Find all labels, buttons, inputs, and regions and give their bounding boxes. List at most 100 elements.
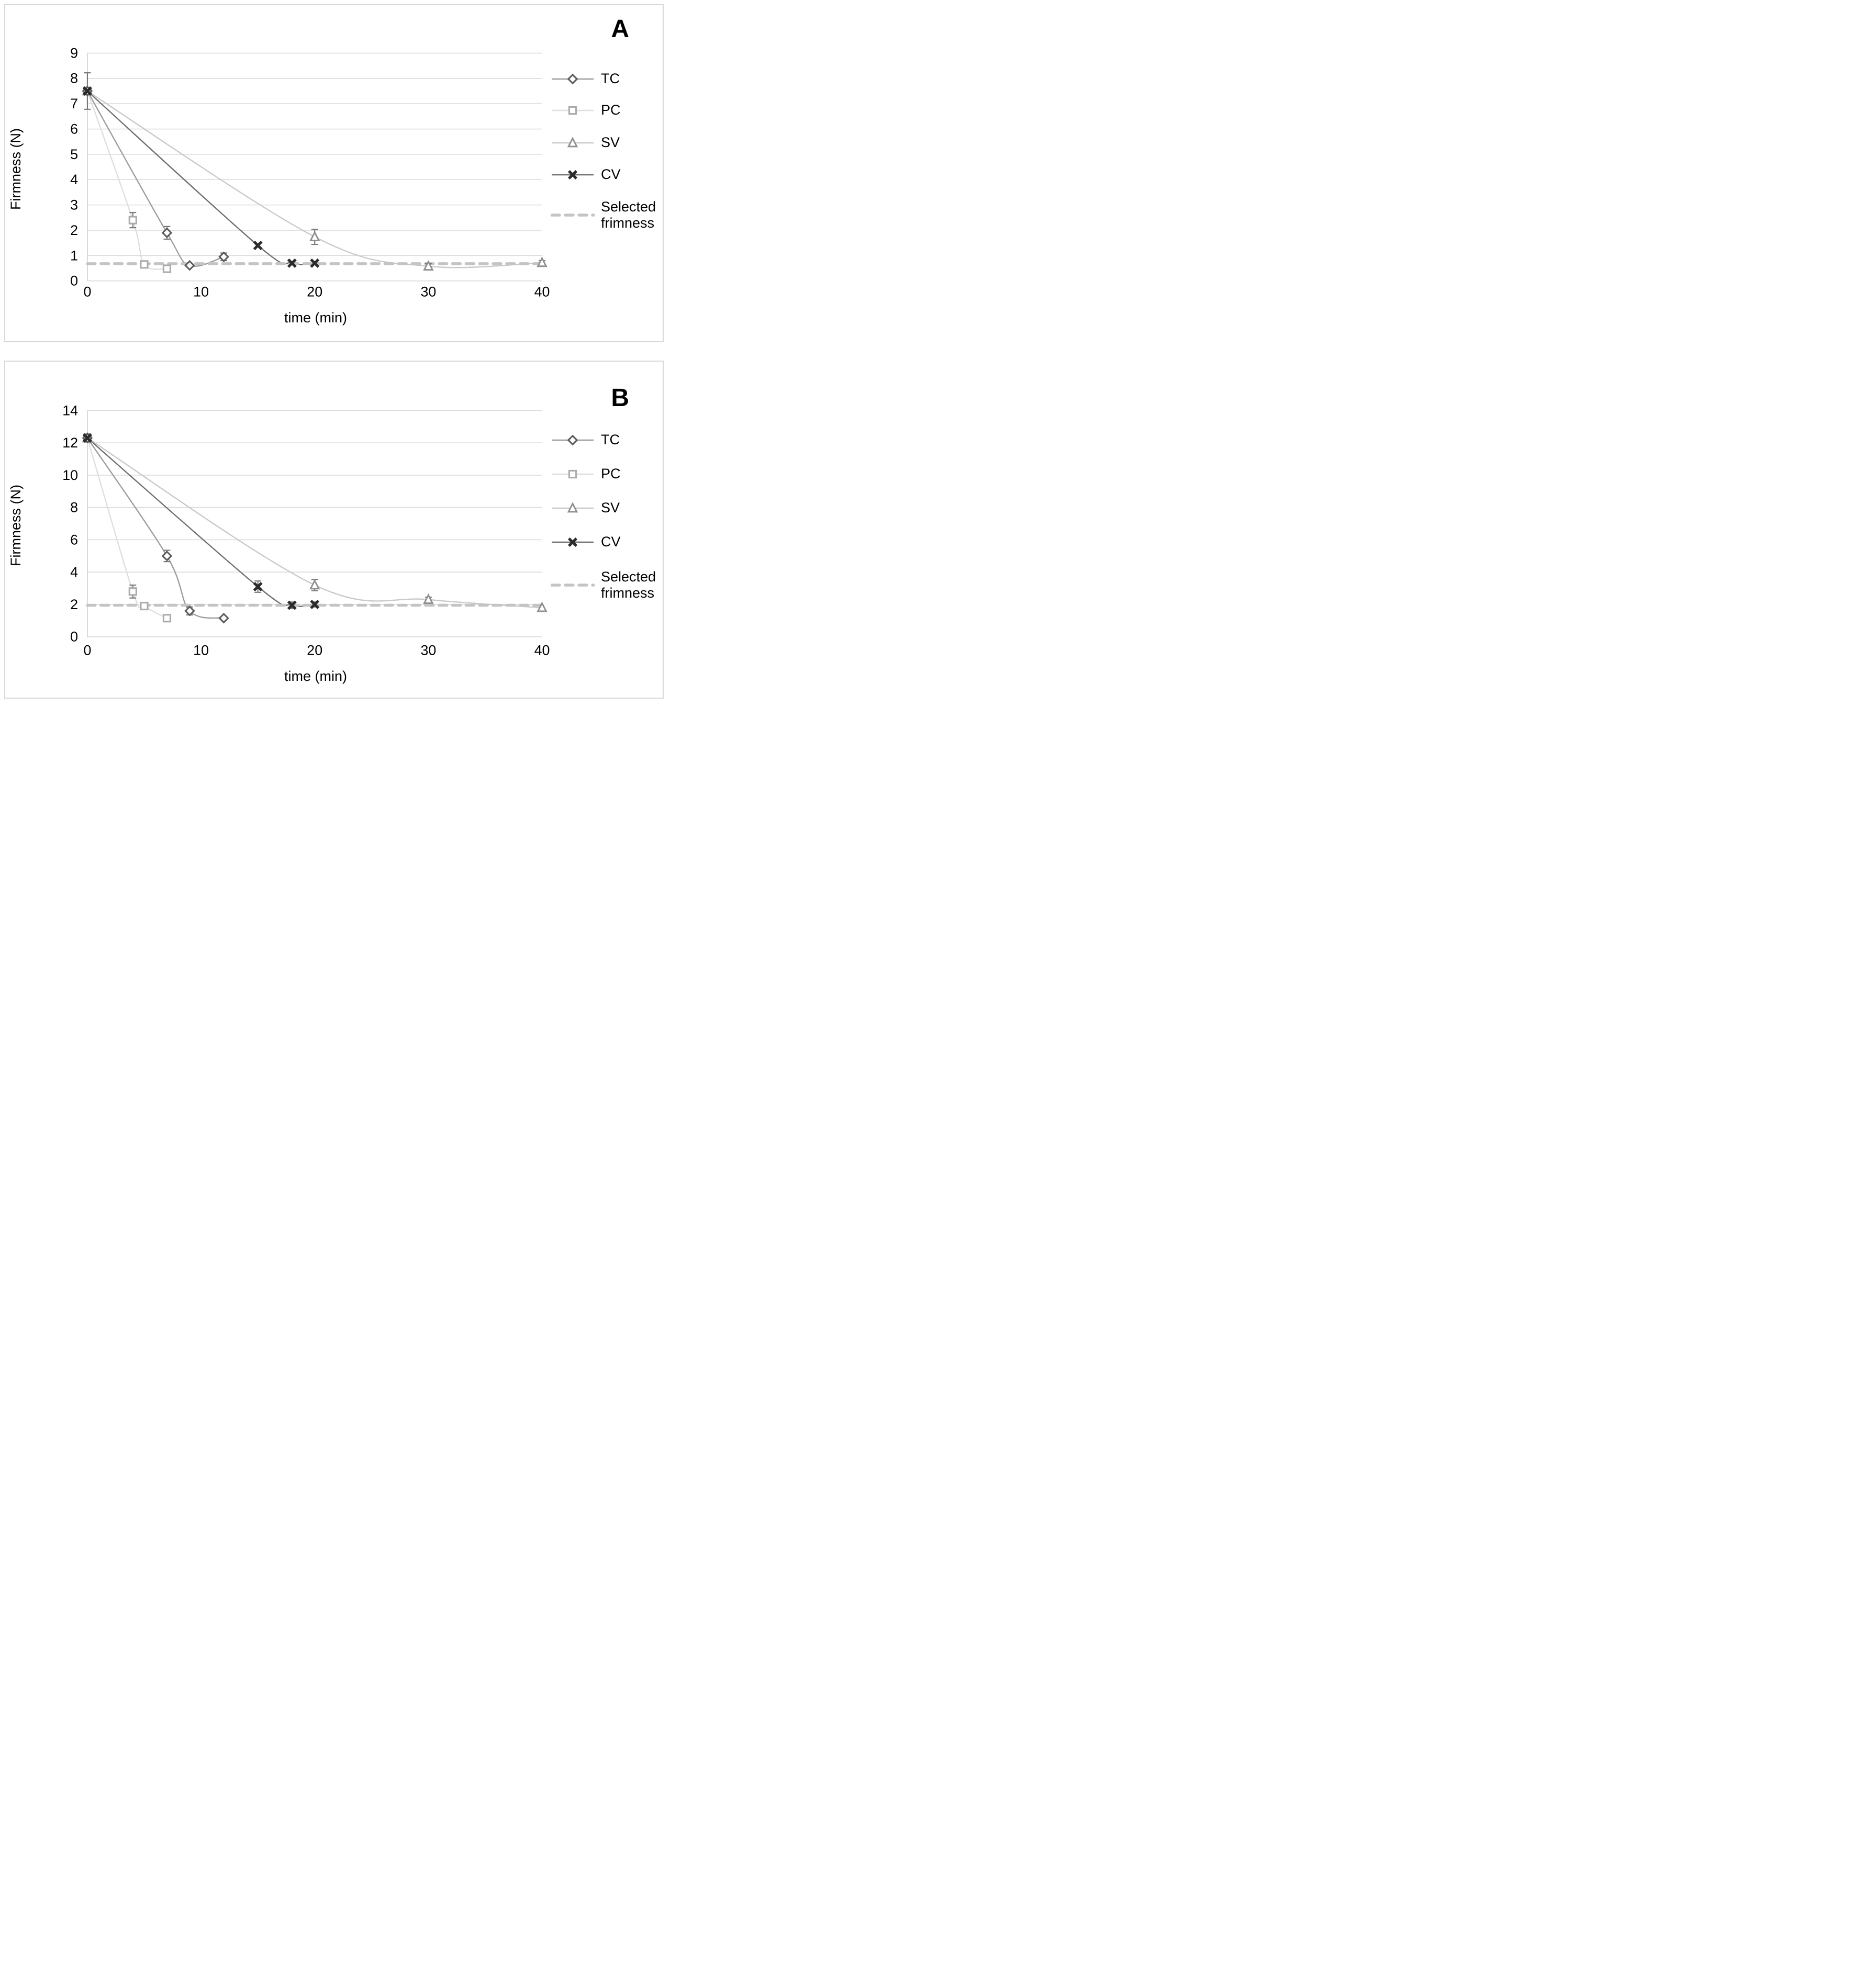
marker-cv <box>310 599 320 609</box>
y-tick-label: 10 <box>62 467 78 483</box>
y-tick-label: 3 <box>70 197 78 213</box>
marker-sv <box>537 256 548 267</box>
marker-pc <box>162 264 172 273</box>
legend-swatch-x-icon <box>552 537 594 547</box>
series-line-cv <box>87 438 315 607</box>
legend-a: TC PC SV CV Selected frimness <box>551 5 663 341</box>
y-tick-label: 9 <box>70 45 78 61</box>
y-tick-label: 8 <box>70 500 78 515</box>
legend-item-tc: TC <box>551 70 620 88</box>
marker-sv <box>309 579 320 590</box>
legend-marker-square-icon <box>568 469 577 479</box>
series-line-tc <box>86 438 224 619</box>
y-axis-title-b: Firmness (N) <box>8 485 24 566</box>
legend-item-pc: PC <box>551 465 621 483</box>
series-line-sv <box>87 437 542 609</box>
panel-a: 0 1 2 3 4 5 6 7 8 9 0 10 20 30 40 A Firmness (N) time … <box>4 4 664 342</box>
x-tick-label: 10 <box>193 284 209 300</box>
legend-item-cv: CV <box>551 533 621 551</box>
legend-marker-triangle-icon <box>567 137 578 148</box>
x-tick-label: 20 <box>307 643 322 658</box>
marker-tc <box>161 227 173 239</box>
x-tick-label: 40 <box>534 643 550 658</box>
x-tick-label: 30 <box>420 643 436 658</box>
marker-sv <box>423 593 434 604</box>
marker-cv <box>253 582 263 591</box>
x-axis-title-b: time (min) <box>284 668 347 684</box>
y-tick-label: 7 <box>70 96 78 111</box>
plot-area-a: 0 1 2 3 4 5 6 7 8 9 0 10 20 30 40 <box>70 45 550 300</box>
legend-swatch-triangle-icon <box>552 502 594 513</box>
y-tick-label: 6 <box>70 532 78 547</box>
y-tick-label: 6 <box>70 121 78 137</box>
marker-pc <box>140 260 149 269</box>
y-tick-label: 14 <box>62 402 78 418</box>
legend-item-selected-firmness: Selected frimness <box>551 569 663 601</box>
marker-sv <box>423 260 434 271</box>
legend-label: PC <box>601 466 621 482</box>
x-axis-title-a: time (min) <box>284 310 347 326</box>
legend-marker-diamond-icon <box>567 73 578 85</box>
marker-tc <box>184 260 195 271</box>
legend-swatch-square-icon <box>552 106 594 115</box>
marker-tc <box>218 251 229 263</box>
legend-label: TC <box>601 71 620 87</box>
y-tick-label: 5 <box>70 147 78 162</box>
marker-sv <box>537 601 548 612</box>
y-axis-title-a: Firmness (N) <box>8 128 24 210</box>
series-line-sv <box>87 90 542 268</box>
marker-pc <box>140 601 149 611</box>
legend-item-sv: SV <box>551 134 620 152</box>
legend-swatch-dashed-line-icon <box>551 214 595 217</box>
legend-swatch-square-icon <box>552 469 594 479</box>
y-tick-label: 2 <box>70 222 78 238</box>
series-line-tc <box>86 91 224 267</box>
y-tick-label: 8 <box>70 71 78 86</box>
legend-marker-diamond-icon <box>567 434 578 446</box>
marker-pc <box>162 614 172 623</box>
legend-marker-square-icon <box>568 106 577 115</box>
y-tick-label: 4 <box>70 172 78 187</box>
legend-label: CV <box>601 166 621 183</box>
y-tick-label: 1 <box>70 248 78 263</box>
legend-b: TC PC SV CV Selected frimness <box>551 362 663 698</box>
legend-label: Selected frimness <box>601 569 656 601</box>
panel-label-b: B <box>611 384 629 412</box>
legend-label: SV <box>601 500 620 516</box>
y-tick-label: 0 <box>70 629 78 645</box>
legend-swatch-diamond-icon <box>552 73 594 85</box>
legend-label: Selected frimness <box>601 199 656 231</box>
x-tick-label: 0 <box>83 284 91 300</box>
legend-label: TC <box>601 432 620 448</box>
marker-tc <box>184 605 195 616</box>
marker-cv <box>287 258 297 268</box>
marker-cv <box>310 258 320 268</box>
series-line-cv <box>87 91 315 265</box>
legend-marker-x-icon <box>567 170 578 180</box>
x-tick-label: 30 <box>420 284 436 300</box>
x-tick-label: 20 <box>307 284 322 300</box>
legend-item-pc: PC <box>551 102 621 119</box>
figure-two-panel-chart: 0 1 2 3 4 5 6 7 8 9 0 10 20 30 40 A Firmness (N) time … <box>0 0 670 701</box>
legend-swatch-dashed-line-icon <box>551 584 595 587</box>
marker-tc <box>161 551 173 562</box>
marker-cv <box>82 86 92 96</box>
legend-label: CV <box>601 534 621 550</box>
legend-item-selected-firmness: Selected frimness <box>551 199 663 231</box>
y-tick-label: 4 <box>70 564 78 580</box>
x-tick-label: 40 <box>534 284 550 300</box>
marker-cv <box>253 241 263 250</box>
marker-cv <box>82 433 92 443</box>
x-tick-label: 0 <box>83 643 91 658</box>
panel-label-a: A <box>611 15 629 43</box>
legend-label: PC <box>601 102 621 118</box>
marker-pc <box>128 216 137 225</box>
legend-swatch-triangle-icon <box>552 137 594 148</box>
legend-marker-x-icon <box>567 537 578 547</box>
y-tick-label: 2 <box>70 597 78 612</box>
marker-sv <box>309 230 320 241</box>
legend-label: SV <box>601 134 620 151</box>
plot-area-b: 0 2 4 6 8 10 12 14 0 10 20 30 40 <box>62 402 550 658</box>
legend-swatch-x-icon <box>552 170 594 180</box>
y-tick-label: 0 <box>70 273 78 289</box>
